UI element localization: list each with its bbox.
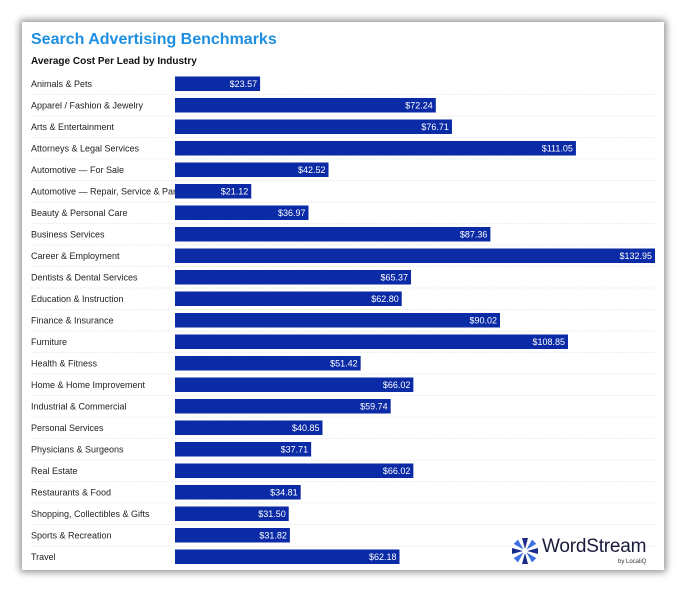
bar [175, 442, 312, 457]
bar [175, 549, 400, 564]
bar-value-label: $34.81 [270, 487, 298, 497]
category-label: Restaurants & Food [31, 487, 111, 497]
bar [175, 184, 252, 199]
bar-value-label: $76.71 [421, 122, 449, 132]
category-label: Real Estate [31, 466, 78, 476]
category-label: Personal Services [31, 423, 104, 433]
category-label: Arts & Entertainment [31, 122, 115, 132]
bar-value-label: $66.02 [383, 380, 411, 390]
bar-value-label: $31.82 [259, 530, 287, 540]
category-label: Attorneys & Legal Services [31, 143, 140, 153]
category-label: Dentists & Dental Services [31, 272, 138, 282]
bar [175, 119, 452, 134]
bar [175, 334, 568, 349]
wordstream-logo: WordStream by LocaliQ [510, 532, 660, 568]
bar-value-label: $37.71 [281, 444, 309, 454]
bar [175, 506, 289, 521]
bar [175, 313, 501, 328]
category-label: Apparel / Fashion & Jewelry [31, 100, 144, 110]
bar [175, 528, 290, 543]
bar-value-label: $40.85 [292, 423, 320, 433]
category-label: Finance & Insurance [31, 315, 114, 325]
category-label: Travel [31, 552, 56, 562]
category-label: Automotive — Repair, Service & Parts [31, 186, 184, 196]
bar-value-label: $87.36 [460, 229, 488, 239]
bar-value-label: $90.02 [469, 315, 497, 325]
bar-value-label: $21.12 [221, 186, 249, 196]
bar [175, 248, 655, 263]
bar-value-label: $42.52 [298, 165, 326, 175]
bar-value-label: $62.18 [369, 552, 397, 562]
category-label: Physicians & Surgeons [31, 444, 124, 454]
bar [175, 205, 309, 220]
chart-subtitle: Average Cost Per Lead by Industry [31, 56, 197, 67]
category-label: Health & Fitness [31, 358, 98, 368]
bar [175, 377, 414, 392]
category-label: Automotive — For Sale [31, 165, 124, 175]
bar-value-label: $66.02 [383, 466, 411, 476]
bar-value-label: $23.57 [230, 79, 258, 89]
category-label: Business Services [31, 229, 105, 239]
bar [175, 141, 576, 156]
brand-name: WordStream [542, 536, 647, 557]
bar-value-label: $36.97 [278, 208, 306, 218]
category-label: Shopping, Collectibles & Gifts [31, 509, 150, 519]
bar [175, 270, 412, 285]
bar-value-label: $31.50 [258, 509, 286, 519]
bar [175, 162, 329, 177]
brand-tagline: by LocaliQ [618, 559, 647, 565]
bar-value-label: $59.74 [360, 401, 388, 411]
bar [175, 356, 361, 371]
category-label: Sports & Recreation [31, 530, 112, 540]
bar-value-label: $108.85 [532, 337, 565, 347]
bar [175, 291, 402, 306]
category-label: Education & Instruction [31, 294, 124, 304]
bar [175, 98, 436, 113]
category-label: Industrial & Commercial [31, 401, 127, 411]
bar [175, 463, 414, 478]
category-label: Furniture [31, 337, 67, 347]
bar [175, 76, 261, 91]
bar-value-label: $132.95 [619, 251, 652, 261]
bar-value-label: $72.24 [405, 100, 433, 110]
category-label: Career & Employment [31, 251, 120, 261]
category-label: Beauty & Personal Care [31, 208, 128, 218]
bar [175, 485, 301, 500]
category-label: Home & Home Improvement [31, 380, 146, 390]
chart-title: Search Advertising Benchmarks [31, 31, 277, 48]
chart-card: Search Advertising Benchmarks Average Co… [22, 22, 664, 570]
bar-value-label: $111.05 [542, 143, 573, 153]
wordstream-burst-icon [512, 538, 538, 564]
bar-value-label: $62.80 [371, 294, 399, 304]
bar [175, 399, 391, 414]
bar-value-label: $65.37 [380, 272, 408, 282]
bar [175, 420, 323, 435]
bar-value-label: $51.42 [330, 358, 358, 368]
bar [175, 227, 491, 242]
category-label: Animals & Pets [31, 79, 93, 89]
bar-chart: Animals & Pets $23.57 Apparel / Fashion & … [31, 76, 655, 564]
